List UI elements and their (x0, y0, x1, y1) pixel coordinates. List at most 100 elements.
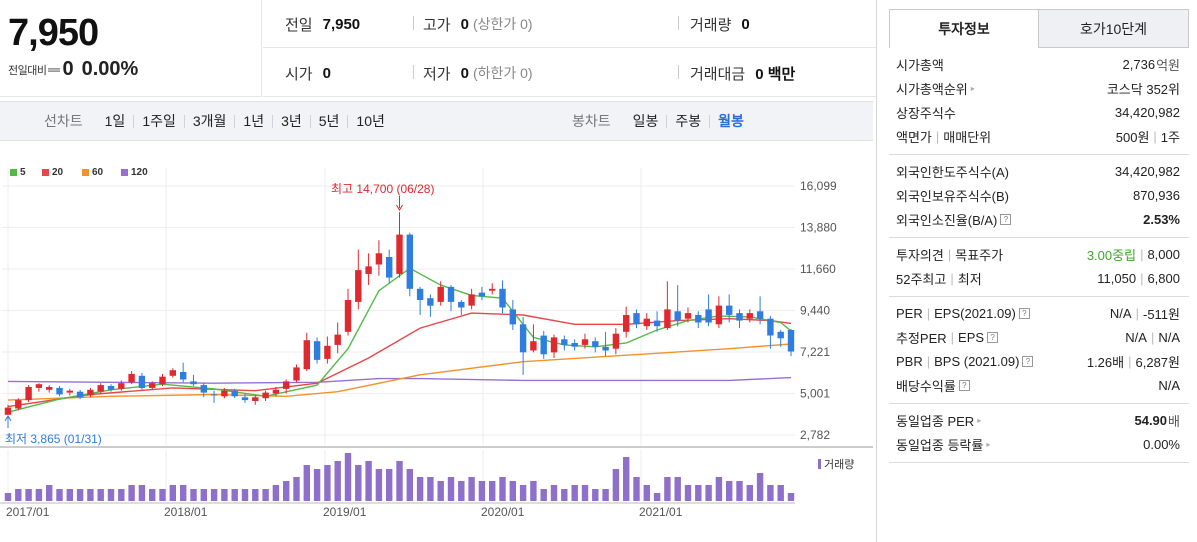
help-icon[interactable]: ? (958, 379, 970, 391)
tab-monthly[interactable]: 월봉 (709, 114, 752, 128)
volume-legend: 거래량 (818, 456, 854, 472)
help-icon[interactable]: ? (1022, 355, 1034, 367)
tab-3y[interactable]: 3년 (272, 114, 310, 128)
legend-ma120: 120 (121, 167, 148, 178)
line-chart-label: 선차트 (44, 113, 83, 129)
tab-10y[interactable]: 10년 (347, 114, 392, 128)
volume-bar (355, 465, 362, 501)
legend-label: 20 (52, 167, 64, 178)
info-value-text: N/A (1158, 377, 1180, 393)
info-row: 외국인보유주식수(B) 870,936 (889, 183, 1189, 207)
candle-body (4, 407, 12, 415)
help-icon[interactable]: ? (1000, 213, 1012, 225)
low-label: 저가 (423, 65, 451, 83)
volume-bar (231, 489, 238, 501)
info-key[interactable]: 시가총액순위 ▸ (896, 79, 975, 98)
y-tick-label: 13,880 (800, 221, 837, 235)
candle-body (66, 390, 73, 393)
candle-body (56, 387, 63, 395)
info-value-text-2: 6,287원 (1135, 354, 1181, 370)
candle-body (344, 300, 352, 332)
tab-1y[interactable]: 1년 (234, 114, 272, 128)
candle-body (365, 266, 372, 274)
help-icon[interactable]: ? (987, 331, 999, 343)
info-key: 외국인한도주식수(A) (896, 162, 1009, 181)
info-key[interactable]: 동일업종 PER ▸ (896, 411, 981, 430)
volume-bar (365, 461, 372, 501)
info-value-text: 2,736 (1122, 56, 1156, 72)
change-label: 전일대비 (8, 64, 47, 77)
candle-body (550, 337, 558, 353)
info-key-label: PER (896, 305, 923, 321)
legend-label: 5 (20, 167, 26, 178)
info-value-text: 34,420,982 (1114, 104, 1180, 120)
info-value-text: 코스닥 352위 (1106, 81, 1180, 97)
quote-table: 전일 7,950 고가 0 (상한가 0) 거래량 0 시가 0 저가 0 (하… (263, 0, 876, 97)
volume-bar (643, 485, 650, 501)
volume-bar (571, 485, 578, 501)
pipe-separator: | (1140, 270, 1144, 286)
volume-bar (756, 473, 764, 501)
candle-body (210, 394, 218, 396)
candle-body (15, 400, 22, 409)
candle-body (633, 313, 640, 325)
candle-body (200, 385, 207, 393)
info-key: 배당수익률? (896, 376, 970, 395)
info-row: 시가총액 2,736 억원 (889, 52, 1189, 76)
candle-body (468, 294, 475, 306)
low-cell: 저가 0 (하한가 0) (423, 49, 533, 97)
volume-bar (46, 485, 53, 501)
legend-swatch (121, 169, 128, 176)
tab-weekly[interactable]: 주봉 (666, 114, 709, 128)
tab-5y[interactable]: 5년 (309, 114, 348, 128)
candle-body (664, 309, 671, 329)
volume-bar (66, 489, 73, 501)
volume-bar (489, 481, 496, 501)
volume-bar (653, 493, 661, 501)
panel-divider (876, 0, 877, 542)
high-marker-arrowhead (396, 204, 403, 211)
volume-bar (283, 481, 290, 501)
info-value: 2,736 억원 (1123, 55, 1180, 74)
investment-info-panel: 투자정보 호가10단계 시가총액 2,736 억원 시가총액순위 ▸ 코스닥 352위 상장… (889, 9, 1189, 463)
legend-swatch (42, 169, 49, 176)
volume-bar (324, 465, 331, 501)
info-key-label-2: 매매단위 (943, 129, 992, 145)
tab-1d[interactable]: 1일 (104, 112, 126, 129)
pipe-separator: | (926, 305, 931, 321)
candle-body (169, 370, 176, 376)
tab-1w[interactable]: 1주일 (133, 114, 184, 128)
pipe-separator: | (935, 128, 940, 144)
candle-body (313, 341, 321, 360)
info-value-text: 870,936 (1133, 187, 1180, 203)
candle-body (180, 372, 187, 380)
info-value: N/A | -511원 (1110, 304, 1180, 323)
volume-bar (509, 481, 516, 501)
info-key[interactable]: 동일업종 등락률 ▸ (896, 435, 990, 454)
tab-3m[interactable]: 3개월 (183, 114, 235, 128)
candle-body (272, 389, 280, 394)
candle-body (324, 345, 331, 359)
chevron-right-icon: ▸ (986, 439, 991, 449)
candle-body (726, 305, 733, 315)
candle-body (695, 315, 702, 323)
volume-bar (406, 469, 413, 501)
help-icon[interactable]: ? (1018, 307, 1030, 319)
tab-investment-info[interactable]: 투자정보 (889, 9, 1039, 48)
legend-swatch (10, 169, 17, 176)
volume-bar (519, 485, 527, 501)
volume-bar (592, 489, 599, 501)
candle-body (540, 335, 547, 355)
tab-order-book[interactable]: 호가10단계 (1039, 9, 1189, 48)
line-chart-tabs: 선차트 1일 1주일 3개월 1년 3년 5년 10년 (44, 102, 393, 140)
info-key: 52주최고 | 최저 (896, 269, 982, 288)
candle-body (715, 305, 723, 325)
volume-bar (272, 485, 280, 501)
volume-bar (180, 485, 187, 501)
info-value-text: 34,420,982 (1114, 163, 1180, 179)
info-key-label: 52주최고 (896, 271, 947, 287)
tab-daily[interactable]: 일봉 (632, 112, 659, 129)
info-value: 0.00% (1143, 437, 1180, 452)
candle-body (787, 330, 795, 352)
info-value: 11,050 | 6,800 (1097, 271, 1180, 286)
